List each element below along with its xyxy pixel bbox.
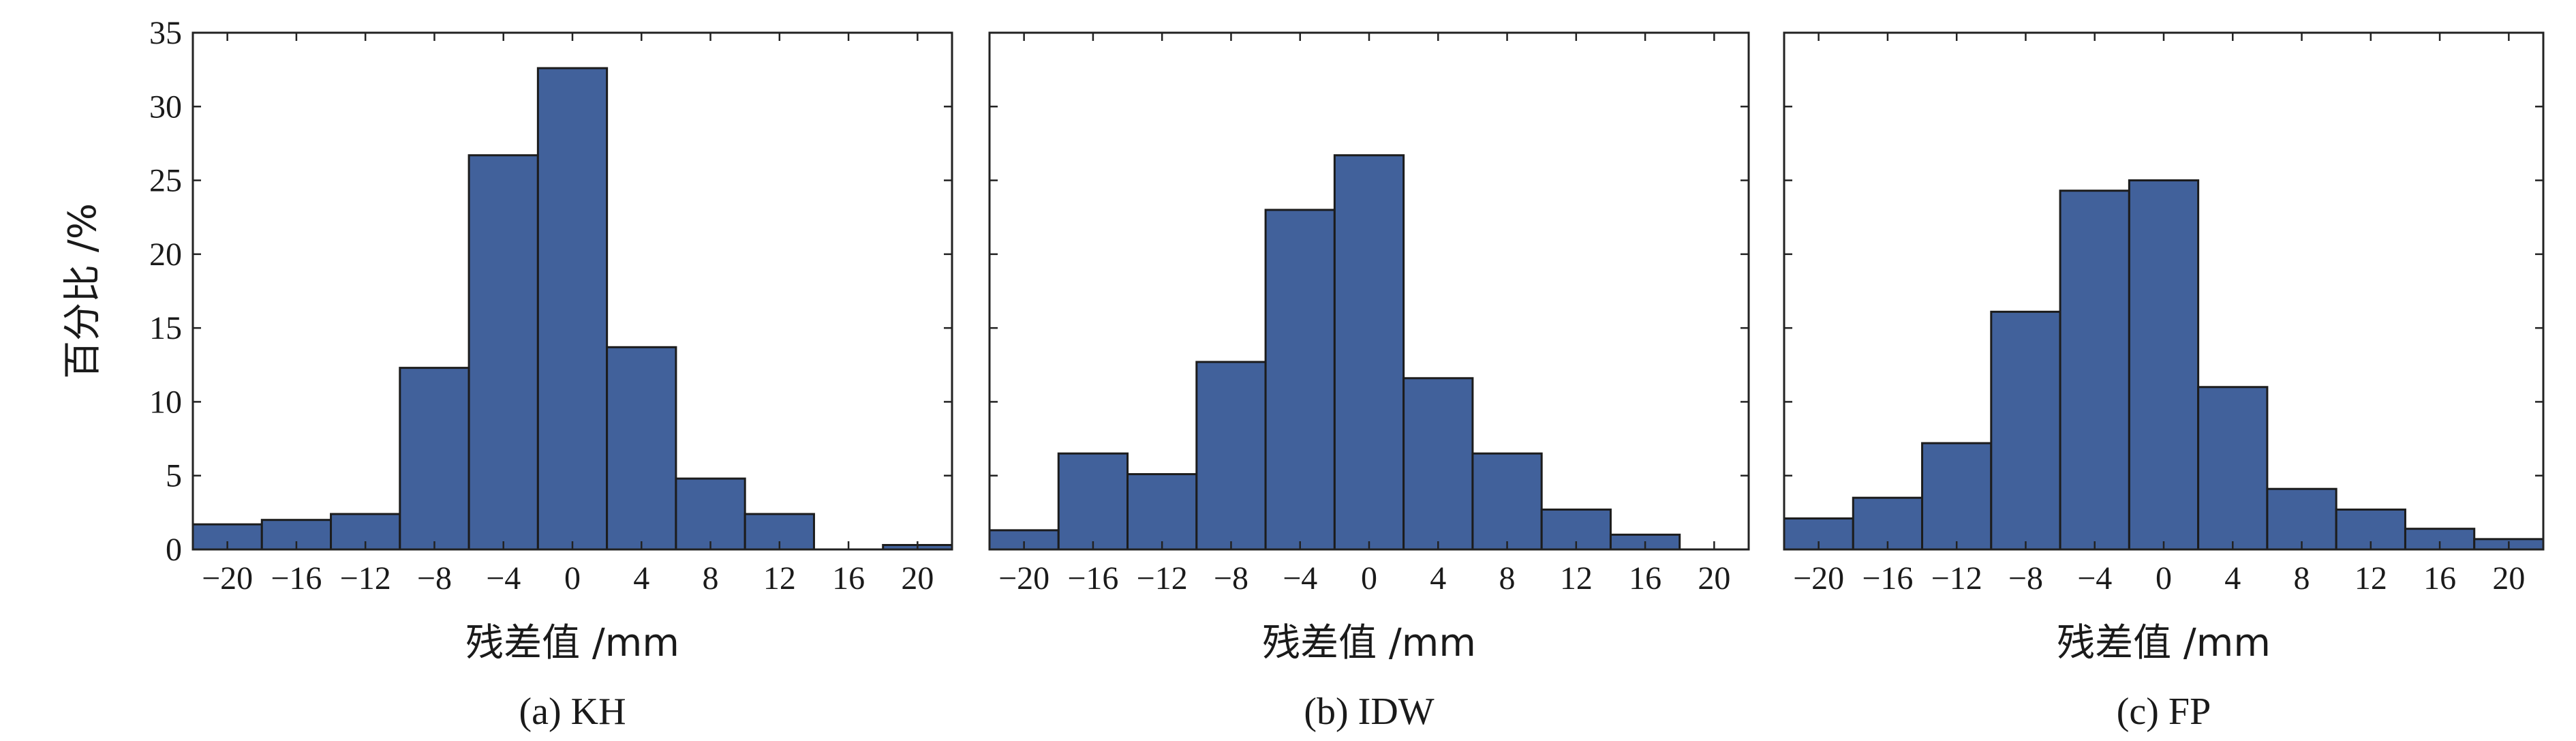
x-tick-label: −4 [1283, 560, 1317, 596]
x-tick-label: 4 [2224, 560, 2241, 596]
x-tick-label: 16 [1629, 560, 1661, 596]
histogram-panel-3: −20 −16 −12 −8 −4 0 4 8 12 16 20 残差值 /mm (c) FP [1783, 31, 2545, 733]
histogram-panel-1: −20 −16 −12 −8 −4 0 4 8 12 16 20 0 5 10 15 20 25 30 35 残差值 … [61, 15, 953, 733]
x-tick-label: −20 [998, 560, 1049, 596]
x-tick-label: −16 [1862, 560, 1913, 596]
histogram-bar [1471, 452, 1543, 551]
y-tick-label: 5 [166, 458, 182, 494]
histogram-bar [2059, 190, 2130, 551]
x-tick-label: 12 [2355, 560, 2387, 596]
x-axis-label: 残差值 /mm [1262, 621, 1476, 665]
y-tick-label: 25 [149, 163, 182, 199]
x-axis-label: 残差值 /mm [2057, 621, 2271, 665]
x-tick-label: 16 [2423, 560, 2456, 596]
x-tick-label: −8 [417, 560, 452, 596]
x-tick-label: 12 [763, 560, 796, 596]
y-tick-label: 35 [149, 15, 182, 51]
histogram-bar [675, 477, 746, 551]
y-tick-label: 30 [149, 89, 182, 125]
x-axis-label: 残差值 /mm [465, 621, 679, 665]
panel-caption: (a) KH [519, 691, 626, 733]
histogram-bar [536, 67, 609, 551]
x-tick-label: 16 [832, 560, 865, 596]
x-tick-label: 8 [1499, 560, 1516, 596]
histogram-panel-2: −20 −16 −12 −8 −4 0 4 8 12 16 20 残差值 /mm (b) IDW [988, 31, 1750, 733]
panel-caption: (b) IDW [1304, 691, 1434, 733]
histogram-bar [2128, 179, 2200, 551]
y-tick-label: 15 [149, 310, 182, 346]
x-tick-label: −12 [340, 560, 391, 596]
histogram-bar [1921, 442, 1993, 551]
y-tick-label: 10 [149, 384, 182, 420]
x-tick-label: −16 [271, 560, 322, 596]
x-tick-label: 4 [1430, 560, 1446, 596]
x-tick-label: 20 [2492, 560, 2525, 596]
histogram-bar [467, 154, 539, 551]
x-tick-label: 20 [901, 560, 934, 596]
x-tick-label: 4 [633, 560, 649, 596]
x-tick-label: −8 [2008, 560, 2043, 596]
x-tick-label: −12 [1137, 560, 1188, 596]
y-tick-label: 20 [149, 237, 182, 273]
histogram-bar [1852, 496, 1924, 551]
histogram-bar [1990, 310, 2061, 551]
histogram-bar [2197, 386, 2269, 551]
x-tick-label: −12 [1931, 560, 1982, 596]
panel-caption: (c) FP [2117, 691, 2211, 733]
x-tick-label: −4 [2077, 560, 2112, 596]
x-tick-label: −4 [486, 560, 521, 596]
x-tick-label: −8 [1214, 560, 1248, 596]
x-tick-label: 0 [564, 560, 581, 596]
x-tick-label: 8 [2294, 560, 2310, 596]
histogram-bar [1195, 361, 1267, 551]
x-tick-label: 0 [2156, 560, 2172, 596]
y-tick-label: 0 [166, 532, 182, 568]
histogram-bar [1333, 154, 1405, 551]
x-tick-label: −16 [1067, 560, 1118, 596]
x-tick-label: −20 [202, 560, 253, 596]
histogram-bar [1126, 473, 1198, 551]
histogram-bar [1402, 377, 1474, 551]
x-tick-label: 0 [1361, 560, 1377, 596]
histogram-bar [399, 367, 470, 551]
x-tick-label: 20 [1698, 560, 1730, 596]
histogram-bar [1264, 209, 1336, 551]
histogram-bar [606, 346, 677, 551]
y-axis-label: 百分比 /% [61, 203, 105, 379]
x-tick-label: 8 [703, 560, 719, 596]
x-tick-label: 12 [1560, 560, 1593, 596]
histogram-bar [1057, 452, 1129, 551]
x-tick-label: −20 [1793, 560, 1844, 596]
histogram-bar [2266, 487, 2337, 551]
